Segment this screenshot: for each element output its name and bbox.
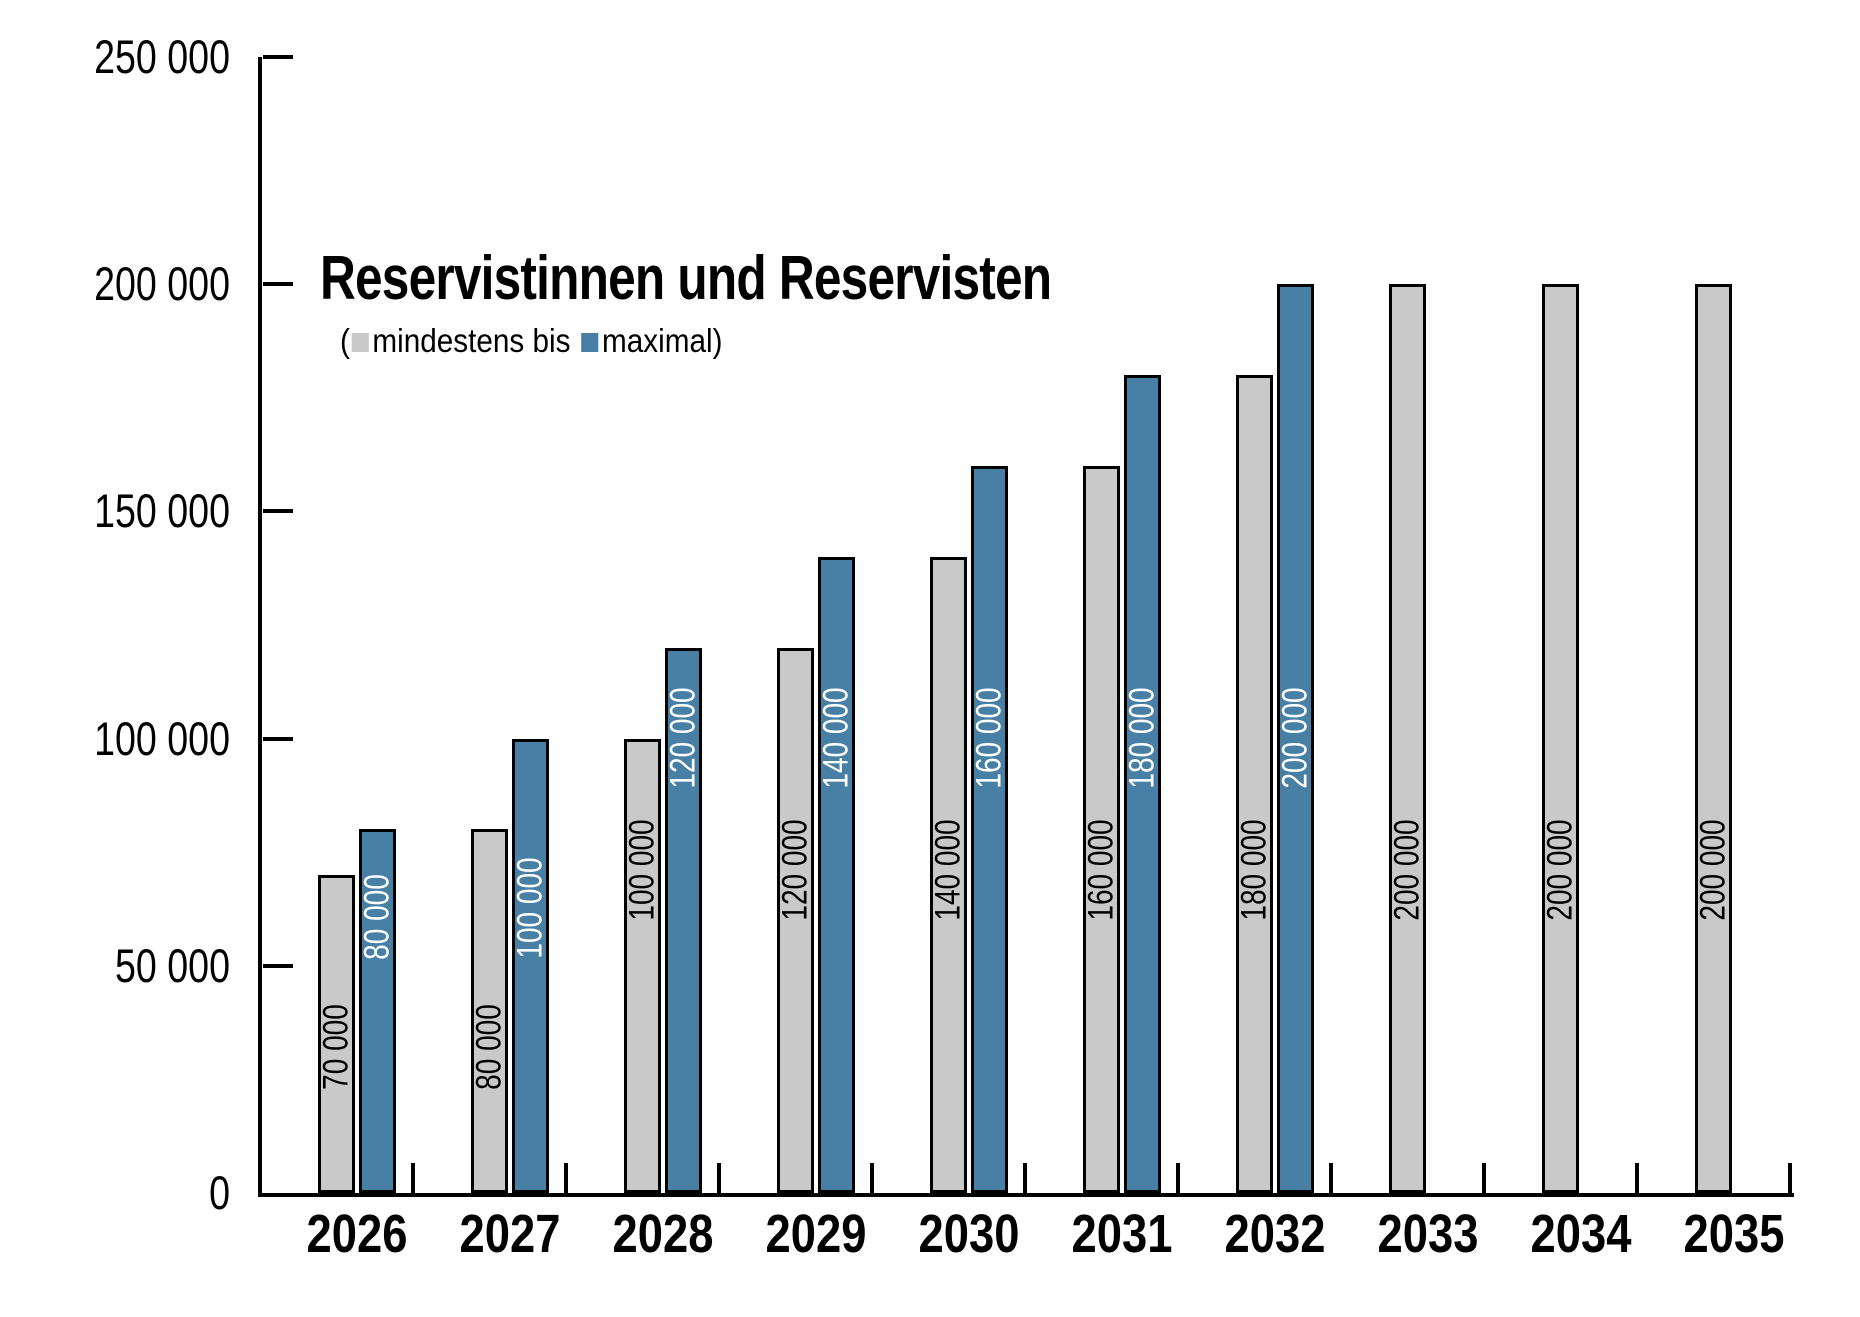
y-axis-tick [263,963,293,968]
x-axis-tick [1482,1163,1486,1193]
bar-value-label-mindestens-2027: 80 000 [469,1004,509,1090]
bar-value-label-mindestens-2033: 200 000 [1387,819,1427,921]
y-tick-label-50000: 50 000 [114,938,230,992]
bar-value-label-mindestens-2031: 160 000 [1081,819,1121,921]
legend-open-paren: ( [340,322,350,359]
y-axis-line [258,57,262,1197]
x-axis-tick [1329,1163,1333,1193]
x-tick-label-2035: 2035 [1683,1204,1784,1264]
bar-maximal-2027: 100 000 [510,738,550,1193]
x-tick-label-2029: 2029 [765,1204,866,1264]
legend-label-maximal: maximal [601,322,713,359]
y-axis-tick [263,509,293,514]
y-tick-label-150000: 150 000 [94,484,230,538]
x-axis-tick [1635,1163,1639,1193]
bar-value-label-mindestens-2028: 100 000 [622,819,662,921]
x-tick-label-2027: 2027 [459,1204,560,1264]
x-axis-tick [717,1163,721,1193]
bar-value-label-mindestens-2034: 200 000 [1540,819,1580,921]
bar-value-label-maximal-2030: 160 000 [969,687,1009,789]
bar-mindestens-2034: 200 000 [1540,284,1580,1193]
bar-maximal-2032: 200 000 [1275,284,1315,1193]
y-tick-label-0: 0 [209,1166,230,1219]
y-axis-tick [263,55,293,59]
legend-swatch-mindestens [351,332,369,352]
legend-swatch-maximal [581,332,599,352]
x-axis-tick [870,1163,874,1193]
bar-value-label-maximal-2026: 80 000 [357,874,397,961]
x-tick-label-2031: 2031 [1071,1204,1172,1264]
bar-maximal-2028: 120 000 [663,647,703,1193]
bar-maximal-2030: 160 000 [969,465,1009,1193]
bar-mindestens-2027: 80 000 [469,829,509,1193]
x-tick-label-2034: 2034 [1530,1204,1631,1264]
x-axis-tick [564,1163,568,1193]
bar-maximal-2026: 80 000 [357,829,397,1193]
legend-close-paren: ) [712,322,723,359]
bar-mindestens-2032: 180 000 [1234,375,1274,1193]
bar-value-label-maximal-2029: 140 000 [816,687,856,789]
bar-value-label-mindestens-2032: 180 000 [1234,819,1274,921]
x-axis-tick [1788,1163,1792,1193]
x-tick-label-2026: 2026 [306,1204,407,1264]
x-tick-label-2028: 2028 [612,1204,713,1264]
bar-mindestens-2031: 160 000 [1081,465,1121,1193]
x-axis-tick [1176,1163,1180,1193]
x-axis-tick [1023,1163,1027,1193]
bar-value-label-mindestens-2026: 70 000 [316,1004,356,1090]
bar-value-label-maximal-2031: 180 000 [1122,687,1162,789]
chart-title: Reservistinnen und Reservisten [320,244,1052,313]
bar-maximal-2029: 140 000 [816,556,856,1193]
chart-legend: ( mindestens bis maximal ) [340,321,722,361]
bar-value-label-mindestens-2030: 140 000 [928,819,968,921]
y-axis-tick [263,736,293,741]
bar-mindestens-2035: 200 000 [1693,284,1733,1193]
y-axis-tick [263,282,293,287]
bar-mindestens-2029: 120 000 [775,647,815,1193]
x-axis-tick [411,1163,415,1193]
x-tick-label-2030: 2030 [918,1204,1019,1264]
bar-mindestens-2028: 100 000 [622,738,662,1193]
bar-mindestens-2030: 140 000 [928,556,968,1193]
y-tick-label-100000: 100 000 [94,711,230,765]
x-tick-label-2032: 2032 [1224,1204,1325,1264]
bar-value-label-maximal-2027: 100 000 [510,857,550,959]
bar-value-label-maximal-2032: 200 000 [1275,687,1315,789]
bar-mindestens-2026: 70 000 [316,874,356,1193]
bar-value-label-maximal-2028: 120 000 [663,687,703,789]
bar-value-label-mindestens-2029: 120 000 [775,819,815,921]
y-tick-label-250000: 250 000 [94,30,230,83]
x-tick-label-2033: 2033 [1377,1204,1478,1264]
bar-maximal-2031: 180 000 [1122,375,1162,1193]
x-axis-line [258,1193,1794,1197]
bar-mindestens-2033: 200 000 [1387,284,1427,1193]
bar-value-label-mindestens-2035: 200 000 [1693,819,1733,921]
y-tick-label-200000: 200 000 [94,257,230,311]
legend-label-mindestens: mindestens bis [372,322,571,359]
